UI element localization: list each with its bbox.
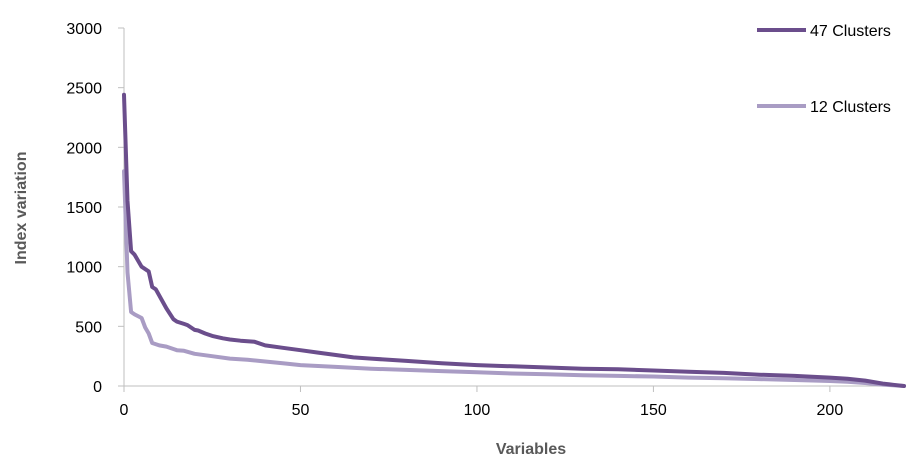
series-line-47-clusters	[122, 92, 906, 388]
x-tick-label: 150	[640, 402, 667, 419]
series-lines	[122, 92, 906, 388]
x-tick-label: 100	[464, 402, 491, 419]
x-axis-title: Variables	[496, 441, 566, 458]
y-tick-label: 2000	[66, 140, 102, 157]
y-tick-label: 0	[93, 379, 102, 396]
y-tick-label: 3000	[66, 21, 102, 38]
y-tick-label: 500	[75, 319, 102, 336]
x-tick-label: 0	[120, 402, 129, 419]
y-axis-title: Index variation	[13, 152, 30, 265]
y-tick-label: 1500	[66, 200, 102, 217]
series-line-12-clusters	[122, 169, 906, 388]
legend: 47 Clusters 12 Clusters	[757, 23, 891, 116]
y-tick-label: 1000	[66, 260, 102, 277]
legend-label: 12 Clusters	[810, 99, 891, 116]
y-tick-label: 2500	[66, 81, 102, 98]
x-tick-label: 50	[292, 402, 310, 419]
axes: 0 500 1000 1500 2000 2500 3000 0 50 100 150 200	[66, 21, 904, 419]
x-tick-label: 200	[817, 402, 844, 419]
legend-label: 47 Clusters	[810, 23, 891, 40]
